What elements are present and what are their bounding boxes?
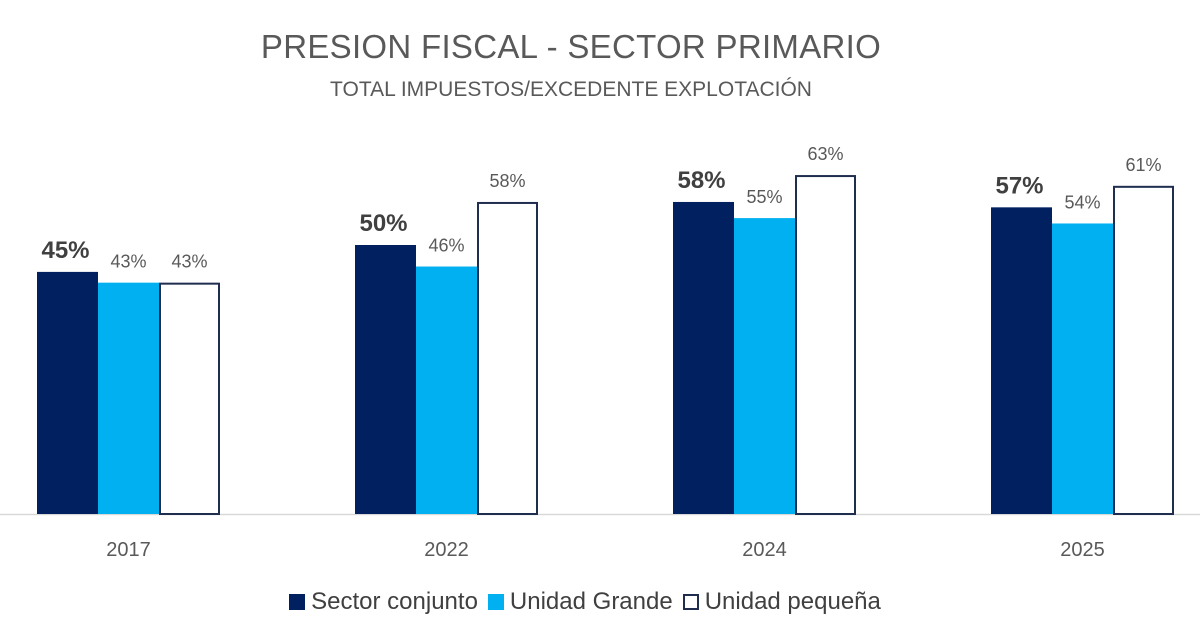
legend-item-unidad-pequena[interactable]: Unidad pequeña [682, 588, 881, 616]
legend-swatch-sector-conjunto [289, 594, 306, 610]
legend-item-sector-conjunto[interactable]: Sector conjunto [289, 588, 478, 616]
x-tick-label: 2017 [106, 539, 151, 561]
x-tick-label: 2024 [742, 539, 787, 561]
data-label: 43% [110, 252, 146, 272]
data-label: 57% [995, 172, 1043, 199]
legend-swatch-unidad-pequena [682, 594, 699, 610]
data-label: 58% [489, 171, 525, 191]
bar-unidad-peque-a-2025 [1113, 185, 1174, 515]
bar-sector-conjunto-2017 [37, 271, 98, 514]
legend: Sector conjunto Unidad Grande Unidad peq… [0, 588, 1200, 616]
bar-unidad-peque-a-2017 [159, 282, 220, 515]
chart-title: PRESION FISCAL - SECTOR PRIMARIO [260, 28, 882, 65]
data-label: 61% [1125, 155, 1161, 175]
bar-sector-conjunto-2022 [355, 245, 416, 514]
bar-unidad-grande-2024 [734, 218, 795, 514]
legend-swatch-unidad-grande [487, 594, 504, 610]
chart-subtitle: TOTAL IMPUESTOS/EXCEDENTE EXPLOTACIÓN [330, 78, 812, 101]
x-tick-label: 2022 [424, 539, 469, 561]
bar-sector-conjunto-2024 [673, 201, 734, 514]
legend-label: Unidad pequeña [704, 588, 881, 615]
data-label: 43% [171, 252, 207, 272]
bar-chart: 45% 43% 43% 2017 50% 46% 58% 2022 58% 55% 63% 2024 5… [0, 144, 1200, 561]
data-label: 63% [807, 144, 843, 164]
bar-unidad-grande-2025 [1052, 223, 1113, 515]
x-tick-label: 2025 [1060, 539, 1105, 561]
data-label: 50% [359, 210, 407, 237]
legend-label: Unidad Grande [509, 588, 673, 615]
legend-item-unidad-grande[interactable]: Unidad Grande [487, 588, 673, 616]
data-label: 46% [428, 236, 464, 256]
bar-unidad-grande-2017 [98, 282, 159, 514]
data-label: 45% [41, 237, 89, 264]
bar-unidad-peque-a-2024 [795, 175, 856, 515]
data-label: 54% [1064, 192, 1100, 212]
bar-unidad-peque-a-2022 [477, 201, 538, 516]
bar-unidad-grande-2022 [416, 266, 477, 514]
bar-sector-conjunto-2025 [991, 207, 1052, 514]
legend-label: Sector conjunto [311, 588, 478, 615]
data-label: 55% [746, 187, 782, 207]
data-label: 58% [677, 167, 725, 194]
